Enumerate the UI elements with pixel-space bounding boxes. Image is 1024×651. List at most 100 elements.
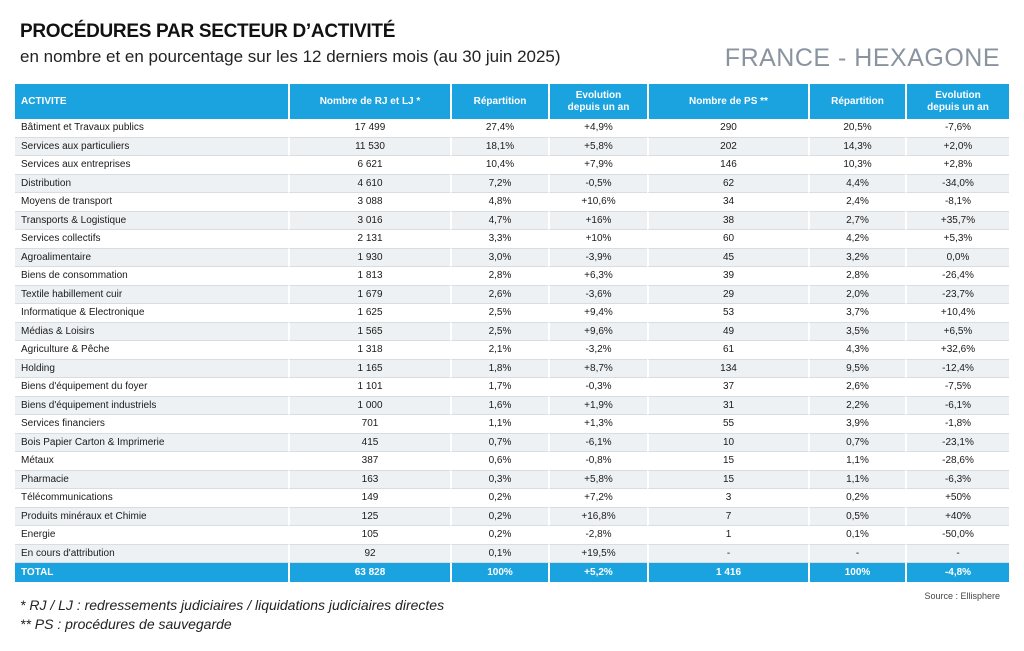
value-cell: 290	[647, 119, 808, 138]
activity-cell: Biens de consommation	[15, 267, 288, 286]
value-cell: 29	[647, 285, 808, 304]
value-cell: 1 625	[288, 304, 450, 323]
value-cell: 60	[647, 230, 808, 249]
value-cell: -	[905, 544, 1009, 563]
value-cell: 1 165	[288, 359, 450, 378]
value-cell: 4,7%	[450, 211, 548, 230]
value-cell: 11 530	[288, 137, 450, 156]
column-header: Répartition	[450, 84, 548, 119]
value-cell: +10,6%	[548, 193, 647, 212]
value-cell: 1 679	[288, 285, 450, 304]
value-cell: 3,7%	[808, 304, 905, 323]
column-header: Evolution depuis un an	[905, 84, 1009, 119]
table-row: Métaux 387 0,6% -0,8% 15 1,1% -28,6%	[15, 452, 1009, 471]
value-cell: 415	[288, 433, 450, 452]
value-cell: 3,5%	[808, 322, 905, 341]
value-cell: 2,6%	[808, 378, 905, 397]
activity-cell: Agroalimentaire	[15, 248, 288, 267]
total-cell: -4,8%	[905, 563, 1009, 582]
value-cell: +4,9%	[548, 119, 647, 138]
value-cell: 15	[647, 452, 808, 471]
total-cell: +5,2%	[548, 563, 647, 582]
table-row: Services aux particuliers 11 530 18,1% +5,8…	[15, 137, 1009, 156]
value-cell: -23,1%	[905, 433, 1009, 452]
value-cell: 3,3%	[450, 230, 548, 249]
source-label: Source : Ellisphere	[924, 591, 1000, 601]
value-cell: 2,8%	[450, 267, 548, 286]
value-cell: 1,1%	[450, 415, 548, 434]
value-cell: 1 101	[288, 378, 450, 397]
table-row: Energie 105 0,2% -2,8% 1 0,1% -50,0%	[15, 526, 1009, 545]
table-row: En cours d'attribution 92 0,1% +19,5% - - -	[15, 544, 1009, 563]
activity-cell: Holding	[15, 359, 288, 378]
activity-cell: En cours d'attribution	[15, 544, 288, 563]
total-cell: 100%	[808, 563, 905, 582]
column-header: ACTIVITE	[15, 84, 288, 119]
page-title: PROCÉDURES PAR SECTEUR D’ACTIVITÉ	[20, 21, 396, 42]
value-cell: -2,8%	[548, 526, 647, 545]
total-cell: 1 416	[647, 563, 808, 582]
table-row: Télécommunications 149 0,2% +7,2% 3 0,2% +50%	[15, 489, 1009, 508]
value-cell: 202	[647, 137, 808, 156]
table-row: Informatique & Electronique 1 625 2,5% +9,4…	[15, 304, 1009, 323]
value-cell: 53	[647, 304, 808, 323]
value-cell: 2,1%	[450, 341, 548, 360]
value-cell: 6 621	[288, 156, 450, 175]
value-cell: 3,2%	[808, 248, 905, 267]
activity-cell: Biens d'équipement industriels	[15, 396, 288, 415]
value-cell: 149	[288, 489, 450, 508]
value-cell: 2,0%	[808, 285, 905, 304]
value-cell: 20,5%	[808, 119, 905, 138]
table-row: Pharmacie 163 0,3% +5,8% 15 1,1% -6,3%	[15, 470, 1009, 489]
activity-cell: Bâtiment et Travaux publics	[15, 119, 288, 138]
value-cell: 146	[647, 156, 808, 175]
table-row: Distribution 4 610 7,2% -0,5% 62 4,4% -34,0%	[15, 174, 1009, 193]
value-cell: -8,1%	[905, 193, 1009, 212]
value-cell: 0,1%	[808, 526, 905, 545]
table-row: Services aux entreprises 6 621 10,4% +7,9% 1…	[15, 156, 1009, 175]
table-row: Services financiers 701 1,1% +1,3% 55 3,9% -1,…	[15, 415, 1009, 434]
value-cell: 1,1%	[808, 470, 905, 489]
value-cell: 2,4%	[808, 193, 905, 212]
activity-cell: Biens d'équipement du foyer	[15, 378, 288, 397]
value-cell: 4,8%	[450, 193, 548, 212]
value-cell: 49	[647, 322, 808, 341]
activity-cell: Services collectifs	[15, 230, 288, 249]
value-cell: 3	[647, 489, 808, 508]
page-subtitle: en nombre et en pourcentage sur les 12 d…	[20, 47, 561, 66]
value-cell: 0,7%	[808, 433, 905, 452]
value-cell: +16,8%	[548, 507, 647, 526]
column-header: Répartition	[808, 84, 905, 119]
value-cell: -0,3%	[548, 378, 647, 397]
activity-cell: Métaux	[15, 452, 288, 471]
value-cell: +8,7%	[548, 359, 647, 378]
value-cell: 1 813	[288, 267, 450, 286]
total-cell: 63 828	[288, 563, 450, 582]
value-cell: -6,1%	[548, 433, 647, 452]
value-cell: 2,5%	[450, 304, 548, 323]
value-cell: 1,1%	[808, 452, 905, 471]
value-cell: +10,4%	[905, 304, 1009, 323]
table-row: Holding 1 165 1,8% +8,7% 134 9,5% -12,4%	[15, 359, 1009, 378]
activity-cell: Informatique & Electronique	[15, 304, 288, 323]
value-cell: 0,6%	[450, 452, 548, 471]
activity-cell: Pharmacie	[15, 470, 288, 489]
value-cell: 2,8%	[808, 267, 905, 286]
value-cell: +2,8%	[905, 156, 1009, 175]
table-body: Bâtiment et Travaux publics 17 499 27,4% +4…	[15, 119, 1009, 563]
table-row: Agriculture & Pêche 1 318 2,1% -3,2% 61 4,3% +…	[15, 341, 1009, 360]
value-cell: -50,0%	[905, 526, 1009, 545]
total-cell: TOTAL	[15, 563, 288, 582]
activity-cell: Textile habillement cuir	[15, 285, 288, 304]
table-row: Agroalimentaire 1 930 3,0% -3,9% 45 3,2% 0,0%	[15, 248, 1009, 267]
value-cell: 1,7%	[450, 378, 548, 397]
value-cell: 15	[647, 470, 808, 489]
value-cell: 1 000	[288, 396, 450, 415]
value-cell: +35,7%	[905, 211, 1009, 230]
value-cell: -34,0%	[905, 174, 1009, 193]
value-cell: +19,5%	[548, 544, 647, 563]
column-header: Nombre de RJ et LJ *	[288, 84, 450, 119]
value-cell: 7,2%	[450, 174, 548, 193]
value-cell: 17 499	[288, 119, 450, 138]
column-header: Evolution depuis un an	[548, 84, 647, 119]
